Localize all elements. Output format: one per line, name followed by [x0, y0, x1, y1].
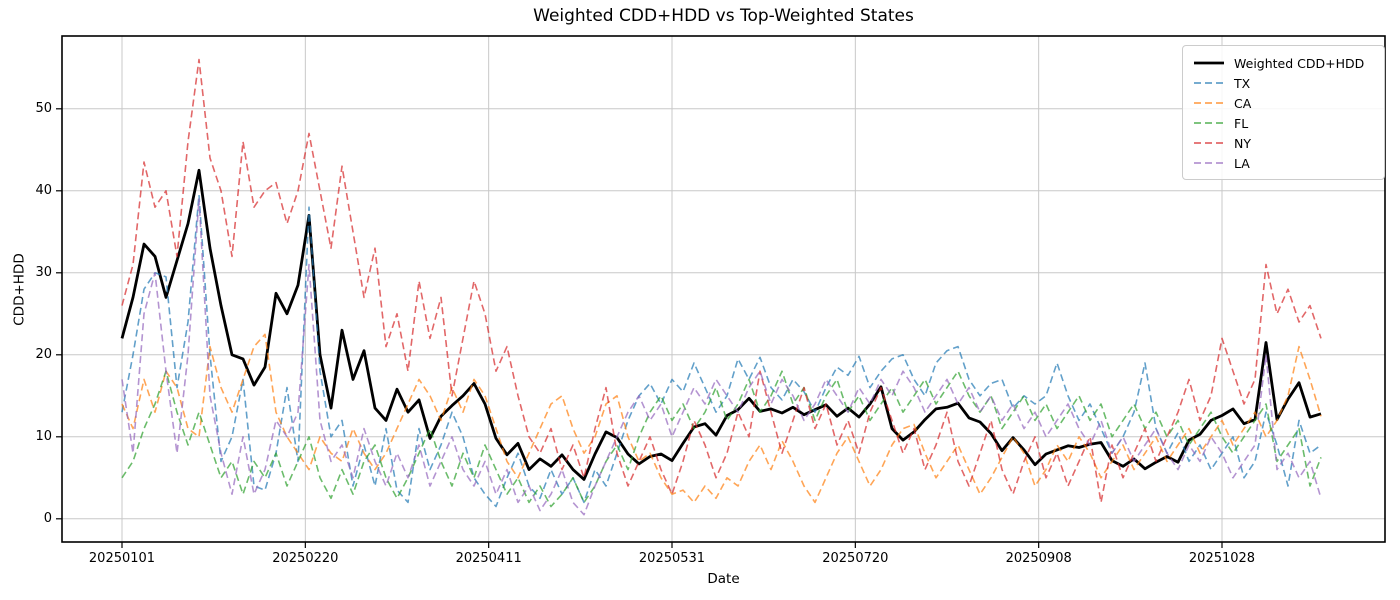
legend-item-tx: TX: [1193, 73, 1374, 93]
series-line-fl: [121, 370, 1322, 508]
legend-line-sample-weighted: [1194, 61, 1224, 65]
x-tick-label: 20250220: [272, 551, 339, 566]
legend-item-ca: CA: [1193, 93, 1374, 113]
legend-line-sample-ca: [1194, 102, 1224, 104]
x-tick-label: 20250101: [88, 551, 156, 566]
x-axis-label: Date: [707, 571, 740, 587]
legend-item-weighted: Weighted CDD+HDD: [1193, 53, 1374, 73]
legend-item-fl: FL: [1193, 113, 1374, 133]
x-tick-label: 20250411: [455, 551, 522, 566]
x-tick-label: 20250908: [1005, 551, 1072, 566]
series-line-ny: [121, 58, 1322, 504]
legend-line-sample-fl: [1194, 122, 1224, 124]
legend: Weighted CDD+HDD TX CA FL NY LA: [1182, 45, 1385, 180]
legend-line-sample-tx: [1194, 82, 1224, 84]
legend-label: FL: [1234, 115, 1249, 131]
y-tick-label: 20: [35, 346, 52, 362]
legend-label: NY: [1234, 135, 1251, 151]
y-tick-label: 50: [35, 100, 52, 116]
legend-line-sample-ny: [1194, 142, 1224, 144]
x-tick-label: 20251028: [1188, 551, 1256, 566]
x-tick-label: 20250531: [638, 551, 706, 566]
y-tick-label: 10: [35, 428, 52, 444]
series-line-la: [121, 198, 1322, 516]
legend-label: LA: [1234, 155, 1250, 171]
legend-label: CA: [1234, 95, 1252, 111]
y-tick-label: 0: [43, 510, 52, 526]
legend-label: TX: [1234, 75, 1251, 91]
legend-line-sample-la: [1194, 162, 1224, 164]
x-tick-label: 20250720: [822, 551, 889, 566]
series-line-weighted-cdd-hdd: [120, 168, 1322, 481]
legend-item-la: LA: [1193, 153, 1374, 173]
y-tick-label: 30: [35, 264, 52, 280]
legend-item-ny: NY: [1193, 133, 1374, 153]
y-tick-label: 40: [35, 182, 52, 198]
legend-label: Weighted CDD+HDD: [1234, 55, 1365, 71]
axes-border: [61, 35, 1386, 543]
chart-title: Weighted CDD+HDD vs Top-Weighted States: [533, 6, 914, 26]
series-line-ca: [121, 333, 1322, 504]
